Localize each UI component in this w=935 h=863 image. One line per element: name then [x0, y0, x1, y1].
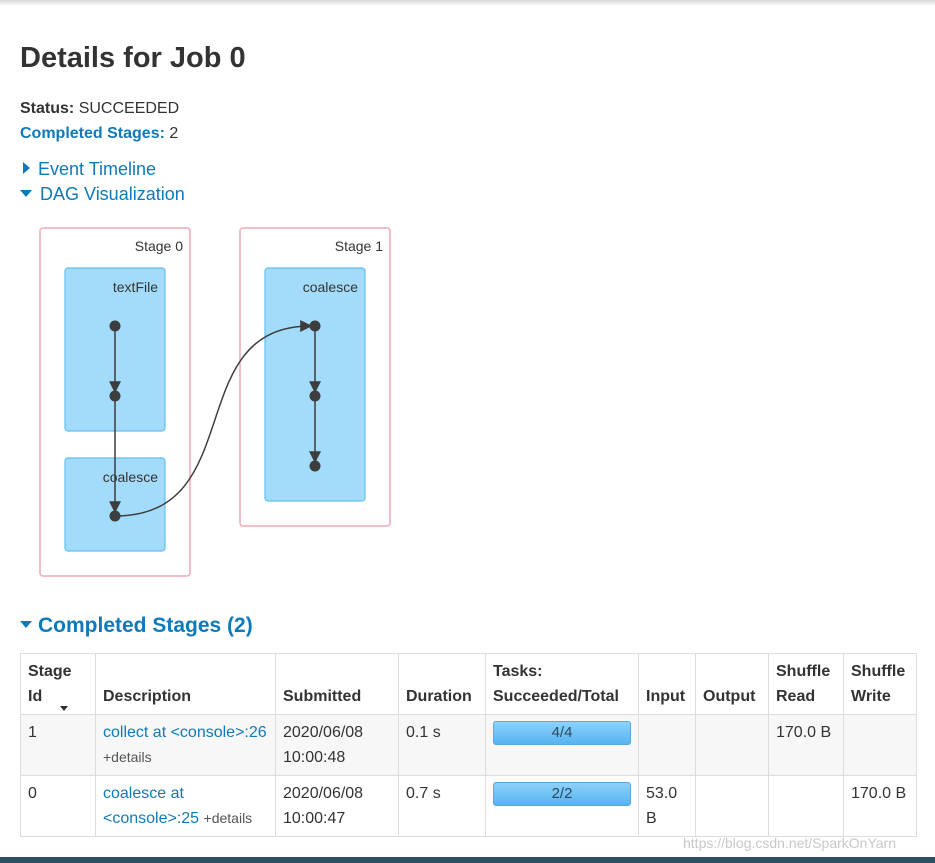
dag-visualization-toggle[interactable]: DAG Visualization — [20, 182, 185, 206]
description-cell: collect at <console>:26 +details — [95, 714, 276, 776]
input-cell — [638, 714, 696, 776]
event-timeline-toggle[interactable]: Event Timeline — [20, 157, 156, 181]
shuffle-write-cell: 170.0 B — [843, 775, 917, 837]
expanded-arrow-icon — [20, 620, 32, 628]
bottom-bar — [0, 857, 935, 863]
submitted-cell: 2020/06/08 10:00:48 — [275, 714, 399, 776]
dag-visualization-label: DAG Visualization — [40, 184, 185, 204]
submitted-cell: 2020/06/08 10:00:47 — [275, 775, 399, 837]
dag-visualization: Stage 0 textFile coalesce Stage 1 coales… — [39, 227, 391, 577]
stage-0-label: Stage 0 — [135, 238, 183, 254]
status-value: SUCCEEDED — [78, 100, 180, 117]
column-header-shuffle-read[interactable]: Shuffle Read — [768, 653, 844, 715]
stage-1-label: Stage 1 — [335, 238, 383, 254]
stage-description-link[interactable]: collect at <console>:26 — [103, 724, 267, 741]
cluster-textfile-label: textFile — [113, 279, 158, 295]
output-cell — [695, 775, 769, 837]
duration-cell: 0.1 s — [398, 714, 486, 776]
stage-id-cell: 1 — [20, 714, 96, 776]
watermark: https://blog.csdn.net/SparkOnYarn — [683, 835, 896, 851]
dag-edge-shuffle — [114, 320, 313, 517]
stage-description-link[interactable]: coalesce at <console>:25 — [103, 785, 200, 827]
collapsed-arrow-icon — [23, 162, 30, 175]
shuffle-read-cell: 170.0 B — [768, 714, 844, 776]
table-row: 1 collect at <console>:26 +details 2020/… — [20, 714, 917, 776]
column-header-input[interactable]: Input — [638, 653, 696, 715]
status-label: Status: — [20, 100, 75, 117]
tasks-cell: 4/4 — [485, 714, 639, 776]
description-cell: coalesce at <console>:25 +details — [95, 775, 276, 837]
tasks-progress-bar: 2/2 — [493, 782, 631, 806]
cluster-coalesce-stage0-label: coalesce — [103, 469, 158, 485]
column-header-duration[interactable]: Duration — [398, 653, 486, 715]
completed-stages-heading-label: Completed Stages (2) — [38, 614, 253, 637]
completed-stages-link[interactable]: Completed Stages: — [20, 125, 165, 142]
completed-stages-line: Completed Stages: 2 — [20, 121, 179, 146]
dag-node[interactable] — [309, 460, 321, 472]
tasks-cell: 2/2 — [485, 775, 639, 837]
duration-cell: 0.7 s — [398, 775, 486, 837]
completed-stages-count: 2 — [169, 125, 179, 142]
dag-node[interactable] — [109, 390, 121, 402]
input-cell: 53.0 B — [638, 775, 696, 837]
completed-stages-heading[interactable]: Completed Stages (2) — [20, 614, 253, 638]
dag-node[interactable] — [309, 320, 321, 332]
table-row: 0 coalesce at <console>:25 +details 2020… — [20, 775, 917, 837]
shuffle-read-cell — [768, 775, 844, 837]
tasks-progress-bar: 4/4 — [493, 721, 631, 745]
event-timeline-label: Event Timeline — [38, 159, 157, 179]
status-line: Status: SUCCEEDED — [20, 96, 179, 121]
output-cell — [695, 714, 769, 776]
sort-desc-icon — [60, 706, 68, 712]
column-header-description[interactable]: Description — [95, 653, 276, 715]
dag-node[interactable] — [109, 510, 121, 522]
column-header-tasks[interactable]: Tasks: Succeeded/Total — [485, 653, 639, 715]
column-header-output[interactable]: Output — [695, 653, 769, 715]
stage-id-cell: 0 — [20, 775, 96, 837]
completed-stages-table: Stage Id Description Submitted Duration … — [20, 653, 917, 837]
page-title: Details for Job 0 — [20, 42, 246, 74]
column-header-stage-id[interactable]: Stage Id — [20, 653, 96, 715]
table-header-row: Stage Id Description Submitted Duration … — [20, 653, 917, 715]
shuffle-write-cell — [843, 714, 917, 776]
details-toggle[interactable]: +details — [103, 749, 152, 765]
job-summary: Status: SUCCEEDED Completed Stages: 2 — [20, 96, 179, 146]
dag-node[interactable] — [109, 320, 121, 332]
cluster-coalesce-stage1-label: coalesce — [303, 279, 358, 295]
dag-node[interactable] — [309, 390, 321, 402]
details-toggle[interactable]: +details — [203, 810, 253, 826]
top-shadow — [0, 0, 935, 6]
column-header-shuffle-write[interactable]: Shuffle Write — [843, 653, 917, 715]
column-header-submitted[interactable]: Submitted — [275, 653, 399, 715]
expanded-arrow-icon — [20, 189, 32, 197]
